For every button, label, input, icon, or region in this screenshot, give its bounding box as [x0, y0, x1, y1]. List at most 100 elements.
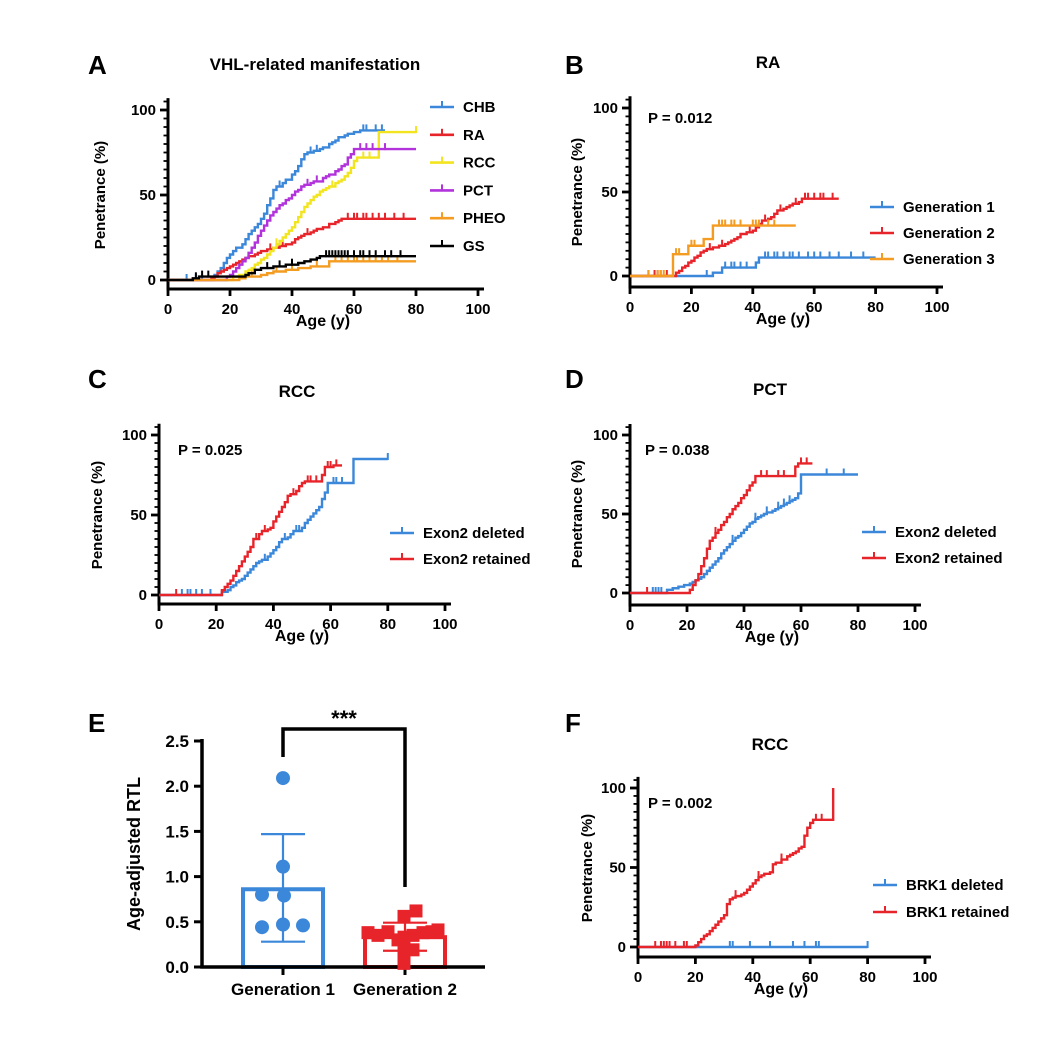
panel-label: B [565, 50, 584, 80]
significance-bracket [281, 727, 407, 887]
x-tick-label: 60 [346, 301, 363, 318]
y-tick-label: 50 [609, 860, 626, 877]
legend-label: PHEO [463, 210, 506, 227]
km-curve [168, 129, 385, 282]
km-curve [630, 462, 813, 595]
data-point [276, 859, 290, 874]
y-tick-label: 50 [601, 506, 618, 523]
chart-title: PCT [753, 380, 788, 399]
panel-a-vhl-manifestation: A VHL-related manifestation 0 20 40 60 80 100 0 5… [80, 45, 540, 355]
y-tick-label: 100 [593, 100, 618, 117]
y-tick-label: 0.0 [165, 958, 189, 977]
x-axis-label: Age (y) [745, 629, 799, 646]
y-tick-label: 50 [130, 507, 147, 524]
legend-label: RCC [463, 155, 496, 172]
panel-f-rcc-brk1: F RCC P = 0.002 0 20 40 60 80 100 0 50 100 Age (y) Pe… [540, 700, 1063, 1063]
km-curve [630, 256, 876, 278]
y-tick-label: 50 [139, 187, 156, 204]
data-point [381, 925, 395, 939]
x-axis-label: Age (y) [296, 313, 350, 330]
x-tick-label: 60 [802, 969, 819, 986]
legend-label: PCT [463, 182, 493, 199]
km-curve [168, 147, 416, 282]
y-tick-label: 0 [610, 585, 618, 602]
y-tick-label: 0 [139, 587, 147, 604]
legend-label: Exon2 retained [895, 550, 1003, 567]
data-point [276, 917, 290, 932]
x-tick-label: 20 [683, 299, 700, 316]
data-point [296, 918, 310, 933]
x-tick-label: 20 [687, 969, 704, 986]
y-tick-label: 0 [148, 272, 156, 289]
data-point [397, 909, 411, 923]
y-tick-label: 100 [601, 780, 626, 797]
legend-label: Generation 3 [903, 251, 995, 268]
legend-label: RA [463, 127, 485, 144]
p-value: P = 0.038 [645, 442, 709, 459]
y-axis-label: Penetrance (%) [579, 814, 596, 922]
y-axis-label: Penetrance (%) [569, 460, 586, 568]
x-axis-label: Age (y) [756, 311, 810, 328]
panel-e-rtl-barplot: E 0.0 0.5 1.0 1.5 2.0 2.5 Age-adjusted RTL Gener… [80, 700, 520, 1063]
panel-label: A [88, 50, 107, 80]
y-tick-label: 0.5 [165, 913, 189, 932]
km-curve [168, 217, 416, 282]
y-tick-label: 100 [122, 427, 147, 444]
km-curve [630, 473, 858, 595]
y-axis-label: Age-adjusted RTL [124, 777, 144, 931]
x-tick-label: 100 [902, 617, 927, 634]
significance-stars: *** [331, 706, 357, 731]
y-tick-label: 2.0 [165, 777, 189, 796]
data-point [276, 771, 290, 786]
y-axis-label: Penetrance (%) [92, 141, 109, 249]
data-point [371, 928, 385, 942]
x-tick-label: 60 [793, 617, 810, 634]
legend-label: Exon2 deleted [895, 524, 997, 541]
data-point [406, 928, 420, 942]
x-tick-label: 0 [626, 299, 634, 316]
x-tick-label: 80 [408, 301, 425, 318]
x-tick-label: 100 [465, 301, 490, 318]
legend-label: Generation 1 [903, 199, 995, 216]
x-axis-label: Age (y) [754, 981, 808, 998]
y-tick-label: 0 [618, 939, 626, 956]
x-tick-label: 100 [912, 969, 937, 986]
data-point [277, 888, 291, 903]
legend-label: CHB [463, 99, 496, 116]
panel-b-chart: B RA P = 0.012 0 20 40 60 80 100 0 50 100 Age (y) Pen… [565, 50, 995, 328]
x-tick-label: 40 [744, 969, 761, 986]
x-tick-label: 40 [744, 299, 761, 316]
category-label: Generation 1 [231, 980, 335, 999]
x-tick-label: 20 [208, 616, 225, 633]
y-tick-label: 0 [610, 268, 618, 285]
panel-f-chart: F RCC P = 0.002 0 20 40 60 80 100 0 50 100 Age (y) Pe… [565, 708, 1009, 998]
x-tick-label: 100 [432, 616, 457, 633]
x-tick-label: 40 [284, 301, 301, 318]
data-point [431, 923, 445, 937]
panel-c-chart: C RCC P = 0.025 0 20 40 60 80 100 0 50 100 Age (y) Pe… [88, 364, 531, 645]
data-point [409, 904, 423, 918]
x-tick-label: 0 [626, 617, 634, 634]
legend-label: Generation 2 [903, 225, 995, 242]
chart-title: RCC [279, 382, 316, 401]
chart-title: RCC [752, 735, 789, 754]
data-point [397, 956, 411, 970]
panel-label: C [88, 364, 107, 394]
x-tick-label: 100 [924, 299, 949, 316]
y-axis-label: Penetrance (%) [569, 138, 586, 246]
chart-title: VHL-related manifestation [210, 55, 421, 74]
km-curve [630, 224, 796, 278]
y-tick-label: 1.0 [165, 868, 189, 887]
legend-label: BRK1 retained [906, 904, 1009, 921]
km-curve [168, 260, 416, 282]
x-tick-label: 0 [634, 969, 642, 986]
y-axis-label: Penetrance (%) [89, 461, 106, 569]
y-tick-label: 2.5 [165, 732, 189, 751]
panel-label: E [88, 708, 105, 738]
x-tick-label: 20 [222, 301, 239, 318]
data-point [255, 887, 269, 902]
data-point [255, 920, 269, 935]
y-tick-label: 100 [593, 427, 618, 444]
legend-label: GS [463, 238, 485, 255]
panel-label: F [565, 708, 581, 738]
